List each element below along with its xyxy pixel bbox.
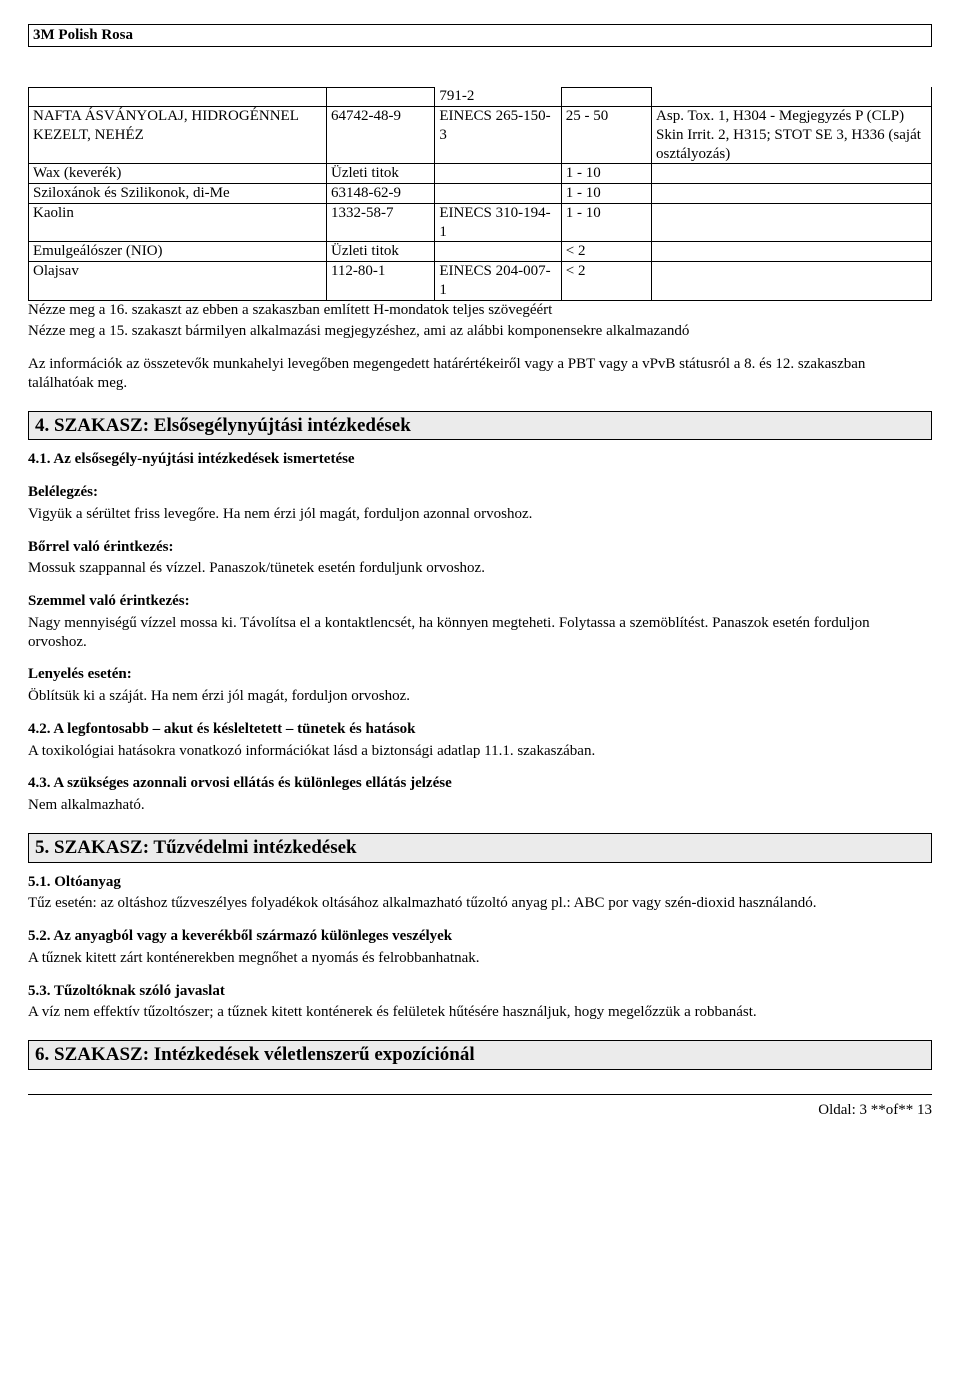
table-row: Wax (keverék)Üzleti titok 1 - 10 bbox=[29, 164, 932, 184]
table-cell: Wax (keverék) bbox=[29, 164, 327, 184]
table-cell: Emulgeálószer (NIO) bbox=[29, 242, 327, 262]
skin-text: Mossuk szappannal és vízzel. Panaszok/tü… bbox=[28, 559, 932, 578]
section-5-title: 5. SZAKASZ: Tűzvédelmi intézkedések bbox=[28, 833, 932, 863]
table-row: Olajsav112-80-1EINECS 204-007-1< 2 bbox=[29, 262, 932, 301]
table-cell: < 2 bbox=[561, 262, 651, 301]
table-cell bbox=[435, 164, 561, 184]
table-cell bbox=[652, 203, 932, 242]
section-4-title: 4. SZAKASZ: Elsősegélynyújtási intézkedé… bbox=[28, 411, 932, 441]
section-5-2-heading: 5.2. Az anyagból vagy a keverékből szárm… bbox=[28, 927, 932, 946]
table-cell: Olajsav bbox=[29, 262, 327, 301]
eye-text: Nagy mennyiségű vízzel mossa ki. Távolít… bbox=[28, 614, 932, 652]
page-footer: Oldal: 3 **of** 13 bbox=[28, 1101, 932, 1120]
inhalation-text: Vigyük a sérültet friss levegőre. Ha nem… bbox=[28, 505, 932, 524]
table-cell: Asp. Tox. 1, H304 - Megjegyzés P (CLP)Sk… bbox=[652, 107, 932, 164]
ingestion-heading: Lenyelés esetén: bbox=[28, 665, 932, 684]
table-cell: 791-2 bbox=[435, 87, 561, 106]
table-cell: < 2 bbox=[561, 242, 651, 262]
section-5-3-heading: 5.3. Tűzoltóknak szóló javaslat bbox=[28, 982, 932, 1001]
table-cell: 25 - 50 bbox=[561, 107, 651, 164]
footer-divider bbox=[28, 1094, 932, 1095]
table-cell: 1 - 10 bbox=[561, 203, 651, 242]
table-cell: NAFTA ÁSVÁNYOLAJ, HIDROGÉNNEL KEZELT, NE… bbox=[29, 107, 327, 164]
section-4-1-heading: 4.1. Az elsősegély-nyújtási intézkedések… bbox=[28, 450, 932, 469]
table-cell: EINECS 204-007-1 bbox=[435, 262, 561, 301]
table-cell bbox=[561, 87, 651, 106]
page-header: 3M Polish Rosa bbox=[28, 24, 932, 47]
table-cell bbox=[435, 184, 561, 204]
section-4-3-heading: 4.3. A szükséges azonnali orvosi ellátás… bbox=[28, 774, 932, 793]
ingestion-text: Öblítsük ki a száját. Ha nem érzi jól ma… bbox=[28, 687, 932, 706]
table-cell: 1332-58-7 bbox=[326, 203, 434, 242]
table-cell bbox=[326, 87, 434, 106]
note-15: Nézze meg a 15. szakaszt bármilyen alkal… bbox=[28, 322, 932, 341]
table-cell: Kaolin bbox=[29, 203, 327, 242]
table-row: Sziloxánok és Szilikonok, di-Me63148-62-… bbox=[29, 184, 932, 204]
table-cell: Üzleti titok bbox=[326, 164, 434, 184]
table-cell bbox=[652, 262, 932, 301]
section-5-1-text: Tűz esetén: az oltáshoz tűzveszélyes fol… bbox=[28, 894, 932, 913]
table-cell: EINECS 265-150-3 bbox=[435, 107, 561, 164]
doc-title: 3M Polish Rosa bbox=[33, 27, 133, 43]
table-cell bbox=[435, 242, 561, 262]
note-pbt: Az információk az összetevők munkahelyi … bbox=[28, 355, 932, 393]
table-cell: 112-80-1 bbox=[326, 262, 434, 301]
table-row: 791-2 bbox=[29, 87, 932, 106]
table-cell: 1 - 10 bbox=[561, 184, 651, 204]
composition-table: 791-2 NAFTA ÁSVÁNYOLAJ, HIDROGÉNNEL KEZEL… bbox=[28, 87, 932, 301]
section-6-title: 6. SZAKASZ: Intézkedések véletlenszerű e… bbox=[28, 1040, 932, 1070]
section-4-2-heading: 4.2. A legfontosabb – akut és késleltete… bbox=[28, 720, 932, 739]
table-cell bbox=[652, 164, 932, 184]
table-cell bbox=[29, 87, 327, 106]
eye-heading: Szemmel való érintkezés: bbox=[28, 592, 932, 611]
section-4-2-text: A toxikológiai hatásokra vonatkozó infor… bbox=[28, 742, 932, 761]
table-cell: 1 - 10 bbox=[561, 164, 651, 184]
section-5-3-text: A víz nem effektív tűzoltószer; a tűznek… bbox=[28, 1003, 932, 1022]
section-5-2-text: A tűznek kitett zárt konténerekben megnő… bbox=[28, 949, 932, 968]
table-cell: EINECS 310-194-1 bbox=[435, 203, 561, 242]
section-4-3-text: Nem alkalmazható. bbox=[28, 796, 932, 815]
inhalation-heading: Belélegzés: bbox=[28, 483, 932, 502]
table-cell: 63148-62-9 bbox=[326, 184, 434, 204]
table-row: Emulgeálószer (NIO)Üzleti titok < 2 bbox=[29, 242, 932, 262]
table-cell bbox=[652, 87, 932, 106]
table-cell: 64742-48-9 bbox=[326, 107, 434, 164]
skin-heading: Bőrrel való érintkezés: bbox=[28, 538, 932, 557]
table-row: NAFTA ÁSVÁNYOLAJ, HIDROGÉNNEL KEZELT, NE… bbox=[29, 107, 932, 164]
note-16: Nézze meg a 16. szakaszt az ebben a szak… bbox=[28, 301, 932, 320]
table-cell bbox=[652, 242, 932, 262]
table-row: Kaolin1332-58-7EINECS 310-194-11 - 10 bbox=[29, 203, 932, 242]
table-cell: Sziloxánok és Szilikonok, di-Me bbox=[29, 184, 327, 204]
table-cell: Üzleti titok bbox=[326, 242, 434, 262]
table-cell bbox=[652, 184, 932, 204]
section-5-1-heading: 5.1. Oltóanyag bbox=[28, 873, 932, 892]
